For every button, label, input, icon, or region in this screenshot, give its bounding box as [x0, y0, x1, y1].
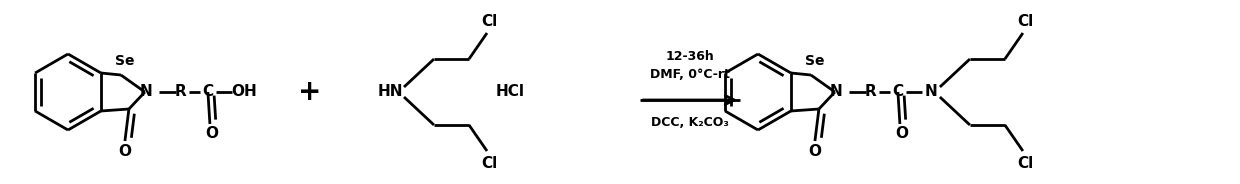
Text: N: N — [830, 84, 842, 100]
Text: HCl: HCl — [496, 84, 525, 100]
Text: C: C — [202, 84, 213, 100]
Text: R: R — [175, 84, 187, 100]
Text: Cl: Cl — [1017, 155, 1033, 171]
Text: R: R — [866, 84, 877, 100]
Text: O: O — [895, 127, 909, 141]
Text: Cl: Cl — [1017, 13, 1033, 29]
Text: C: C — [893, 84, 904, 100]
Text: DCC, K₂CO₃: DCC, K₂CO₃ — [651, 116, 729, 128]
Text: Se: Se — [805, 54, 825, 68]
Text: N: N — [925, 84, 937, 100]
Text: HN: HN — [377, 84, 403, 100]
Text: O: O — [118, 144, 131, 158]
Text: DMF, 0°C-rt: DMF, 0°C-rt — [650, 68, 730, 81]
Text: +: + — [299, 78, 321, 106]
Text: 12-36h: 12-36h — [666, 49, 714, 63]
Text: N: N — [140, 84, 153, 100]
Text: OH: OH — [231, 84, 257, 100]
Text: O: O — [206, 127, 218, 141]
Text: Cl: Cl — [481, 13, 497, 29]
Text: O: O — [808, 144, 821, 158]
Text: Cl: Cl — [481, 155, 497, 171]
Text: Se: Se — [115, 54, 135, 68]
